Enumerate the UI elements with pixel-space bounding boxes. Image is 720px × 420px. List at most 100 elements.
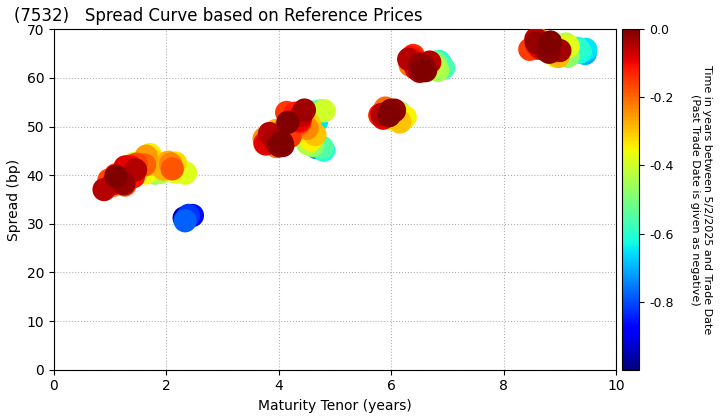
Point	[524, 46, 536, 52]
Point	[179, 169, 191, 176]
Point	[148, 166, 159, 173]
Point	[417, 63, 428, 69]
Point	[314, 143, 325, 150]
Point	[395, 118, 407, 124]
Point	[532, 43, 544, 50]
Point	[306, 133, 318, 139]
Point	[309, 131, 320, 138]
Point	[133, 165, 145, 171]
Point	[385, 107, 397, 113]
Point	[405, 54, 417, 61]
Point	[414, 61, 426, 68]
Point	[531, 39, 542, 46]
Point	[272, 138, 284, 144]
Point	[385, 110, 397, 116]
Point	[310, 140, 322, 147]
Point	[276, 139, 288, 146]
Point	[140, 153, 152, 160]
Point	[376, 111, 387, 118]
Point	[560, 41, 572, 47]
Point	[562, 53, 574, 60]
Point	[179, 218, 191, 224]
Point	[424, 59, 436, 66]
Point	[173, 168, 184, 174]
Point	[294, 117, 306, 123]
Point	[163, 159, 174, 165]
Point	[130, 161, 142, 168]
Point	[107, 181, 119, 187]
Point	[306, 110, 318, 117]
Point	[107, 182, 119, 189]
Point	[271, 131, 283, 138]
Point	[264, 130, 275, 137]
Point	[295, 112, 307, 119]
Point	[284, 130, 295, 136]
Point	[302, 140, 313, 147]
Point	[539, 41, 551, 47]
Point	[410, 65, 422, 72]
Point	[276, 128, 287, 135]
Point	[438, 65, 449, 71]
Point	[304, 121, 315, 128]
Point	[549, 48, 560, 55]
Point	[169, 168, 181, 175]
Point	[555, 47, 567, 53]
Point	[554, 47, 566, 54]
Point	[281, 109, 292, 116]
Point	[572, 48, 583, 55]
Point	[259, 140, 271, 147]
Point	[380, 109, 392, 116]
Point	[530, 45, 541, 52]
Point	[289, 110, 300, 117]
Point	[271, 127, 282, 134]
Point	[394, 118, 405, 125]
Point	[435, 61, 446, 68]
Point	[186, 212, 198, 219]
Point	[109, 180, 121, 187]
Point	[130, 167, 141, 173]
Point	[374, 112, 386, 118]
Point	[374, 112, 386, 118]
Point	[116, 178, 127, 185]
Point	[318, 147, 330, 154]
Point	[432, 67, 444, 74]
Point	[258, 135, 270, 142]
Point	[105, 176, 117, 183]
Point	[579, 47, 590, 54]
Point	[98, 186, 109, 193]
Point	[263, 137, 274, 144]
Point	[180, 170, 192, 176]
Point	[122, 172, 133, 178]
Point	[302, 125, 313, 131]
Point	[560, 47, 572, 54]
Point	[382, 111, 394, 118]
Point	[530, 36, 541, 42]
Point	[305, 136, 317, 143]
Point	[420, 67, 431, 74]
Point	[429, 63, 441, 69]
Point	[416, 67, 428, 74]
Point	[293, 121, 305, 128]
Point	[273, 142, 284, 148]
Point	[316, 144, 328, 150]
Point	[116, 174, 127, 181]
Point	[415, 60, 427, 66]
Point	[535, 45, 546, 52]
Point	[174, 167, 186, 174]
Point	[179, 215, 190, 221]
Point	[544, 49, 555, 56]
Point	[546, 48, 557, 55]
Y-axis label: Time in years between 5/2/2025 and Trade Date
(Past Trade Date is given as negat: Time in years between 5/2/2025 and Trade…	[690, 65, 712, 334]
Point	[376, 110, 387, 117]
Point	[572, 45, 583, 52]
Point	[158, 166, 169, 173]
Point	[265, 133, 276, 140]
Point	[119, 182, 130, 189]
Point	[125, 163, 136, 170]
Point	[110, 172, 122, 178]
Point	[400, 114, 411, 121]
Point	[274, 142, 285, 149]
Point	[144, 151, 156, 158]
Point	[562, 43, 574, 50]
Point	[110, 173, 122, 180]
